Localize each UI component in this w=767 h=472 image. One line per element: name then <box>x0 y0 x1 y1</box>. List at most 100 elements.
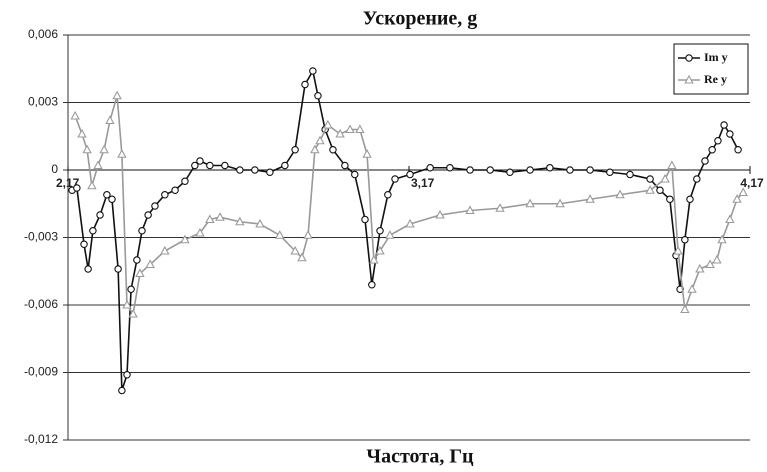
data-point <box>362 149 372 158</box>
data-point <box>93 160 103 170</box>
data-point <box>626 170 634 179</box>
data-point <box>290 245 300 255</box>
data-point <box>385 230 395 239</box>
legend-box <box>673 43 749 95</box>
data-point <box>181 177 189 186</box>
data-point <box>717 234 727 244</box>
data-point <box>309 67 317 75</box>
data-point <box>666 195 674 204</box>
data-point <box>368 280 376 289</box>
data-point <box>656 186 664 195</box>
data-point <box>586 166 594 174</box>
data-point <box>117 149 127 158</box>
data-point <box>341 161 349 170</box>
data-point <box>391 175 399 183</box>
data-point <box>114 265 122 273</box>
data-point <box>673 245 683 255</box>
data-point <box>160 245 170 255</box>
y-tick-label: -0,006 <box>24 297 58 311</box>
data-point <box>122 299 132 309</box>
data-point <box>566 166 574 174</box>
data-point <box>720 121 728 129</box>
data-point <box>384 191 392 199</box>
data-point <box>693 175 701 183</box>
data-point <box>255 218 265 228</box>
data-point <box>206 161 214 170</box>
data-point <box>406 170 414 179</box>
data-point <box>361 215 369 224</box>
data-point <box>191 161 199 170</box>
data-point <box>712 254 722 264</box>
data-point <box>725 214 735 224</box>
data-point <box>161 191 169 199</box>
data-point <box>687 284 697 293</box>
data-point <box>133 256 141 264</box>
data-point <box>526 166 534 174</box>
data-point <box>555 198 565 208</box>
data-point <box>281 161 289 170</box>
legend-marker <box>685 54 693 62</box>
data-point <box>714 137 722 145</box>
data-point <box>585 194 595 203</box>
data-point <box>180 234 190 244</box>
data-point <box>446 164 454 172</box>
data-point <box>546 164 554 172</box>
data-point <box>426 164 434 172</box>
data-point <box>151 202 159 210</box>
data-point <box>732 194 742 203</box>
data-point <box>667 160 677 170</box>
y-tick-label: -0,003 <box>24 230 58 244</box>
x-axis-label: Частота, Гц <box>366 446 474 468</box>
data-point <box>89 227 97 235</box>
series-line <box>74 95 744 317</box>
data-point <box>495 203 505 212</box>
data-point <box>135 268 145 278</box>
data-point <box>314 92 322 100</box>
data-point <box>195 227 205 237</box>
data-point <box>375 245 385 255</box>
series-line <box>71 68 739 391</box>
data-point <box>701 157 709 165</box>
data-point <box>726 130 734 138</box>
x-tick-label: 3,17 <box>411 176 435 190</box>
data-point <box>615 189 625 199</box>
data-point <box>266 168 274 177</box>
data-point <box>99 144 109 154</box>
data-point <box>112 90 122 100</box>
data-point <box>486 166 494 174</box>
data-point <box>435 209 445 219</box>
data-point <box>376 227 384 235</box>
data-point <box>118 386 126 395</box>
data-point <box>80 240 88 249</box>
x-tick-label: 4,17 <box>740 176 764 190</box>
data-point <box>138 227 146 235</box>
data-point <box>355 124 365 134</box>
data-point <box>465 205 475 215</box>
y-tick-label: 0 <box>51 162 58 176</box>
data-point <box>144 211 152 219</box>
data-point <box>680 304 690 314</box>
data-point <box>525 198 535 208</box>
y-tick-label: -0,009 <box>24 365 58 379</box>
data-point <box>171 186 179 195</box>
data-point <box>660 173 670 183</box>
y-tick-label: 0,006 <box>28 27 58 41</box>
data-point <box>82 144 92 154</box>
data-point <box>73 184 81 192</box>
data-point <box>323 119 333 129</box>
data-point <box>301 80 309 89</box>
legend-label: Im y <box>704 50 728 64</box>
data-point <box>405 218 415 228</box>
data-point <box>128 308 138 318</box>
data-point <box>236 166 244 174</box>
data-point <box>738 187 748 197</box>
data-point <box>646 175 654 183</box>
data-point <box>291 146 299 154</box>
data-point <box>695 263 705 273</box>
data-point <box>369 254 379 264</box>
data-point <box>96 211 104 219</box>
data-point <box>145 259 155 269</box>
legend-marker <box>684 74 694 84</box>
